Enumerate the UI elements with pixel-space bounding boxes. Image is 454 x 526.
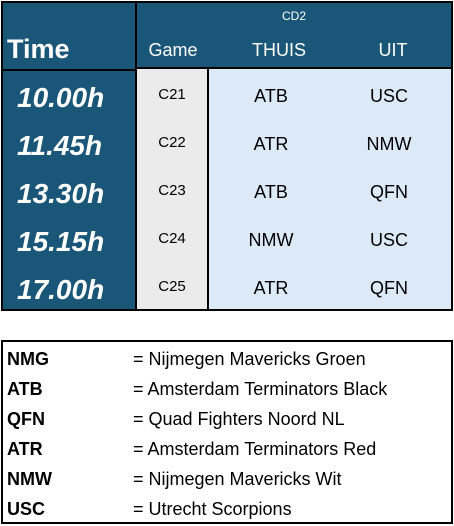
time-header: Time [7, 34, 70, 64]
home-team-cell: ATR [253, 278, 289, 298]
game-column: C21 C22 C23 C24 C25 [137, 69, 209, 309]
time-cell: 13.30h [17, 178, 105, 209]
away-column-header: UIT [378, 40, 408, 60]
home-team-cell: ATR [253, 134, 289, 154]
away-team-cell: NMW [366, 134, 412, 154]
legend-row: USC = Utrecht Scorpions [3, 494, 451, 524]
division-label: CD2 [281, 9, 306, 23]
game-cell: C24 [158, 230, 186, 247]
home-team-cell: ATB [254, 86, 288, 106]
legend-code: NMW [7, 469, 52, 489]
time-cell: 17.00h [17, 274, 105, 305]
time-cell: 10.00h [17, 82, 105, 113]
away-team-cell: QFN [370, 182, 408, 202]
home-team-cell: NMW [248, 230, 294, 250]
schedule-table: Time 10.00h 11.45h 13.30h 15.15h 17.00h … [1, 1, 453, 311]
matchups-area: ATB USC ATR NMW ATB QFN NMW USC ATR QFN [209, 69, 451, 309]
away-team-cell: QFN [370, 278, 408, 298]
legend-description: = Amsterdam Terminators Black [133, 379, 388, 399]
legend-code: QFN [7, 409, 45, 429]
time-column: Time 10.00h 11.45h 13.30h 15.15h 17.00h [3, 3, 137, 309]
table-header: CD2 Game THUIS UIT [137, 3, 451, 69]
game-cell: C22 [158, 134, 186, 151]
team-legend: NMG = Nijmegen Mavericks Groen ATB = Ams… [1, 340, 453, 524]
time-header-divider [3, 69, 135, 71]
legend-row: NMW = Nijmegen Mavericks Wit [3, 464, 451, 494]
legend-row: QFN = Quad Fighters Noord NL [3, 404, 451, 434]
away-team-cell: USC [369, 230, 408, 250]
legend-description: = Nijmegen Mavericks Wit [133, 469, 342, 489]
legend-code: USC [7, 499, 46, 519]
time-cell: 15.15h [17, 226, 105, 257]
game-column-header: Game [148, 40, 198, 60]
legend-description: = Amsterdam Terminators Red [133, 439, 377, 459]
game-cell: C21 [158, 86, 186, 103]
legend-row: ATR = Amsterdam Terminators Red [3, 434, 451, 464]
home-team-cell: ATB [254, 182, 288, 202]
legend-row: ATB = Amsterdam Terminators Black [3, 374, 451, 404]
home-column-header: THUIS [252, 40, 306, 60]
legend-row: NMG = Nijmegen Mavericks Groen [3, 344, 451, 374]
legend-code: NMG [7, 349, 49, 369]
time-cell: 11.45h [17, 130, 103, 161]
legend-code: ATR [7, 439, 43, 459]
legend-description: = Utrecht Scorpions [133, 499, 292, 519]
legend-code: ATB [7, 379, 43, 399]
legend-description: = Nijmegen Mavericks Groen [133, 349, 366, 369]
game-cell: C25 [158, 278, 186, 295]
away-team-cell: USC [369, 86, 408, 106]
game-cell: C23 [158, 182, 186, 199]
legend-description: = Quad Fighters Noord NL [133, 409, 345, 429]
